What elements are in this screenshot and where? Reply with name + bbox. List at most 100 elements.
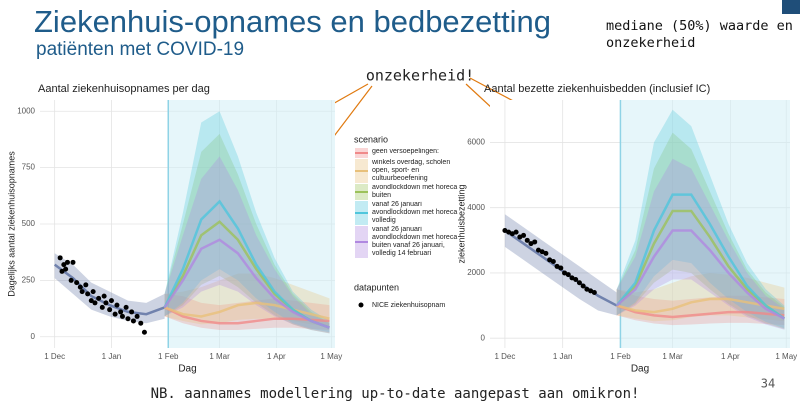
legend-label: winkels overdag, scholen open, sport- en… — [372, 159, 451, 182]
data-point — [108, 298, 114, 304]
data-point — [134, 313, 140, 319]
x-tick-label: 1 Apr — [721, 352, 740, 361]
data-point — [562, 270, 568, 276]
data-point — [513, 229, 519, 235]
y-tick-label: 0 — [481, 333, 486, 342]
data-point — [63, 266, 69, 272]
chart-title: Aantal ziekenhuisopnames per dag — [38, 83, 210, 95]
y-tick-label: 0 — [31, 332, 36, 341]
uncertainty-band — [164, 273, 330, 327]
data-point — [92, 300, 98, 306]
x-tick-label: 1 Apr — [267, 352, 286, 361]
data-point — [591, 290, 597, 296]
y-tick-label: 500 — [22, 219, 36, 228]
data-point — [90, 289, 96, 295]
chart-title: Aantal bezette ziekenhuisbedden (inclusi… — [484, 83, 710, 95]
y-tick-label: 4000 — [467, 203, 485, 212]
median-line — [53, 263, 166, 316]
x-tick-label: 1 Feb — [610, 352, 631, 361]
data-point — [61, 262, 67, 268]
uncertainty-band — [54, 253, 165, 324]
y-tick-label: 1000 — [17, 106, 35, 115]
x-tick-label: 1 Dec — [494, 352, 515, 361]
x-tick-label: 1 May — [320, 352, 342, 361]
legend-entry: vanaf 26 januari avondlockdown met horec… — [372, 201, 458, 224]
x-tick-label: 1 Mar — [662, 352, 683, 361]
data-point — [130, 318, 136, 324]
data-point — [528, 241, 534, 247]
data-point — [83, 282, 89, 288]
data-point — [535, 247, 541, 253]
data-point — [573, 276, 579, 282]
data-point — [129, 309, 135, 315]
data-point — [509, 231, 515, 237]
scenario-period — [168, 100, 335, 348]
data-point — [576, 280, 582, 286]
median-line — [164, 306, 330, 325]
legend-entry: vanaf 26 januari avondlockdown met horec… — [372, 226, 458, 257]
data-point — [68, 277, 74, 283]
legend-label: NICE ziekenhuisopnam — [372, 302, 445, 309]
legend-label: vanaf 26 januari avondlockdown met horec… — [372, 226, 458, 257]
x-axis-title: Dag — [631, 364, 649, 375]
legend-entry: avondlockdown met horeca buiten — [372, 184, 458, 199]
x-tick-label: 1 Jan — [102, 352, 122, 361]
legend-label: geen versoepelingen: — [372, 148, 439, 155]
y-tick-label: 250 — [22, 275, 36, 284]
legend-title: scenario — [354, 134, 388, 144]
y-tick-label: 2000 — [467, 268, 485, 277]
data-point — [77, 284, 83, 290]
legend-title: datapunten — [354, 282, 399, 292]
note-top: mediane (50%) waarde en onzekerheid — [606, 18, 793, 51]
legend-entry: winkels overdag, scholen open, sport- en… — [372, 159, 451, 182]
data-point — [550, 259, 556, 265]
y-tick-label: 750 — [22, 163, 36, 172]
x-tick-label: 1 Mar — [209, 352, 230, 361]
data-point — [539, 249, 545, 255]
median-line — [163, 238, 330, 329]
median-line — [615, 229, 785, 320]
x-tick-label: 1 Dec — [44, 352, 65, 361]
data-point — [119, 313, 125, 319]
data-point — [506, 229, 512, 235]
data-point — [521, 232, 527, 238]
data-point — [517, 234, 523, 240]
y-axis-title: Dagelijks aantal ziekenhuisopnames — [6, 151, 16, 297]
data-point — [96, 295, 102, 301]
data-point — [532, 239, 538, 245]
data-point — [74, 280, 80, 286]
data-point — [125, 316, 131, 322]
data-point — [114, 302, 120, 308]
data-point — [112, 311, 118, 317]
slide-subtitle: patiënten met COVID-19 — [36, 39, 244, 60]
x-tick-label: 1 Feb — [158, 352, 179, 361]
data-point — [123, 304, 129, 310]
data-point — [547, 257, 553, 263]
x-tick-label: 1 May — [775, 352, 797, 361]
data-point — [59, 268, 65, 274]
data-point — [502, 228, 508, 234]
data-point — [141, 329, 147, 335]
data-point — [88, 298, 94, 304]
data-point — [70, 259, 76, 265]
data-point — [524, 237, 530, 243]
data-point — [64, 259, 70, 265]
median-line — [616, 304, 785, 319]
data-point — [101, 293, 107, 299]
median-line — [615, 193, 786, 320]
legend-label: avondlockdown met horeca buiten — [372, 184, 458, 199]
data-point — [107, 307, 113, 313]
data-point — [569, 275, 575, 281]
x-tick-label: 1 Jan — [553, 352, 573, 361]
uncertainty-band — [164, 133, 330, 334]
x-axis-title: Dag — [178, 364, 196, 375]
data-point — [584, 286, 590, 292]
legend-label: vanaf 26 januari avondlockdown met horec… — [372, 201, 458, 224]
data-point — [79, 289, 85, 295]
footer-note: NB. aannames modellering up-to-date aang… — [151, 386, 640, 402]
note-box: mediane (50%) waarde en onzekerheid — [606, 18, 793, 51]
data-point — [543, 250, 549, 256]
y-axis-title: ziekenhuisbezetting — [456, 184, 466, 263]
median-line — [164, 301, 330, 320]
page-number: 34 — [761, 377, 775, 391]
